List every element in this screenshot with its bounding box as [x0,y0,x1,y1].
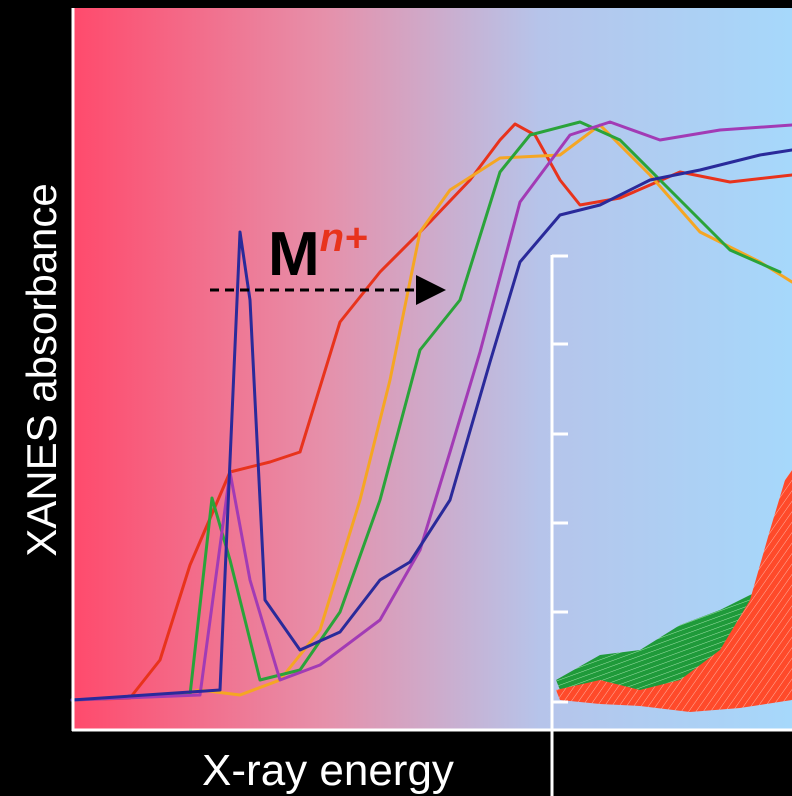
annotation-base: M [268,220,320,289]
y-axis-label: XANES absorbance [18,183,65,557]
figure: Mn+ XANES absorbance X-ray energy [0,0,792,796]
x-axis-label: X-ray energy [202,746,454,795]
annotation-superscript: n+ [320,216,368,260]
plot-background [72,8,792,730]
page: Mn+ XANES absorbance X-ray energy (() =>… [0,0,792,796]
